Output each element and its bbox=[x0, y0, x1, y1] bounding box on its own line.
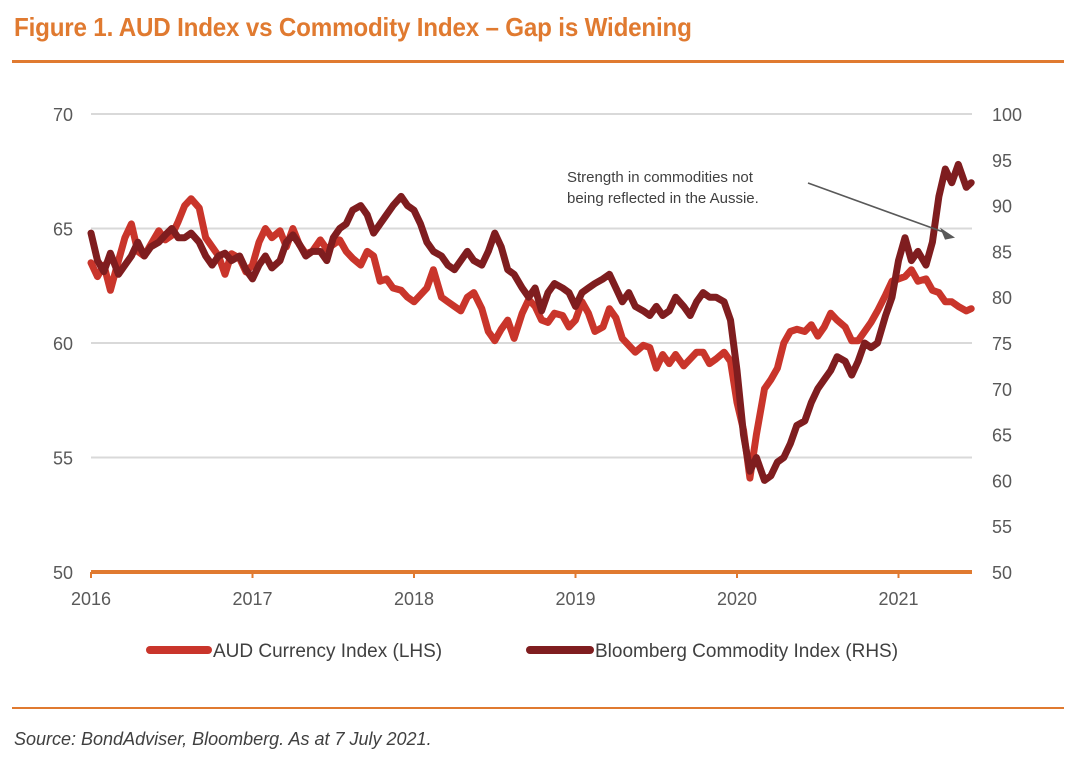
x-axis-tick-label: 2017 bbox=[232, 589, 272, 609]
legend-label-aud: AUD Currency Index (LHS) bbox=[213, 641, 442, 662]
right-axis-ticks: 50 55 60 65 70 75 80 85 90 95 100 bbox=[992, 105, 1022, 583]
right-axis-tick-label: 95 bbox=[992, 151, 1012, 171]
x-axis-tick-label: 2021 bbox=[878, 589, 918, 609]
annotation-arrowhead bbox=[940, 227, 956, 240]
right-axis-tick-label: 80 bbox=[992, 288, 1012, 308]
annotation-text-line-1: Strength in commodities not bbox=[567, 169, 754, 186]
x-axis: 2016 2017 2018 2019 2020 2021 bbox=[71, 570, 972, 609]
right-axis-tick-label: 85 bbox=[992, 242, 1012, 262]
bloomberg-commodity-index-line bbox=[87, 160, 975, 484]
gridlines bbox=[91, 113, 972, 459]
figure-title: Figure 1. AUD Index vs Commodity Index –… bbox=[14, 12, 692, 42]
right-axis-tick-label: 100 bbox=[992, 105, 1022, 125]
annotation: Strength in commodities not being reflect… bbox=[567, 169, 956, 240]
left-axis-tick-label: 50 bbox=[53, 563, 73, 583]
left-axis-tick-label: 55 bbox=[53, 449, 73, 469]
right-axis-tick-label: 70 bbox=[992, 380, 1012, 400]
legend: AUD Currency Index (LHS) Bloomberg Commod… bbox=[146, 641, 898, 662]
title-divider bbox=[12, 60, 1064, 63]
source-note: Source: BondAdviser, Bloomberg. As at 7 … bbox=[14, 729, 432, 749]
right-axis-tick-label: 75 bbox=[992, 334, 1012, 354]
x-axis-tick-label: 2020 bbox=[717, 589, 757, 609]
annotation-arrow-line bbox=[807, 182, 946, 234]
x-axis-tick-label: 2019 bbox=[555, 589, 595, 609]
aud-currency-index-line bbox=[87, 195, 975, 482]
series-lines bbox=[87, 160, 975, 484]
x-axis-tick-label: 2018 bbox=[394, 589, 434, 609]
legend-label-commodity: Bloomberg Commodity Index (RHS) bbox=[595, 641, 898, 662]
left-axis-tick-label: 60 bbox=[53, 334, 73, 354]
left-axis-ticks: 50 55 60 65 70 bbox=[53, 105, 73, 583]
left-axis-tick-label: 70 bbox=[53, 105, 73, 125]
right-axis-tick-label: 55 bbox=[992, 517, 1012, 537]
right-axis-tick-label: 60 bbox=[992, 471, 1012, 491]
footer-divider bbox=[12, 707, 1064, 709]
right-axis-tick-label: 50 bbox=[992, 563, 1012, 583]
left-axis-tick-label: 65 bbox=[53, 220, 73, 240]
right-axis-tick-label: 65 bbox=[992, 426, 1012, 446]
annotation-text-line-2: being reflected in the Aussie. bbox=[567, 190, 759, 207]
x-axis-tick-label: 2016 bbox=[71, 589, 111, 609]
right-axis-tick-label: 90 bbox=[992, 197, 1012, 217]
